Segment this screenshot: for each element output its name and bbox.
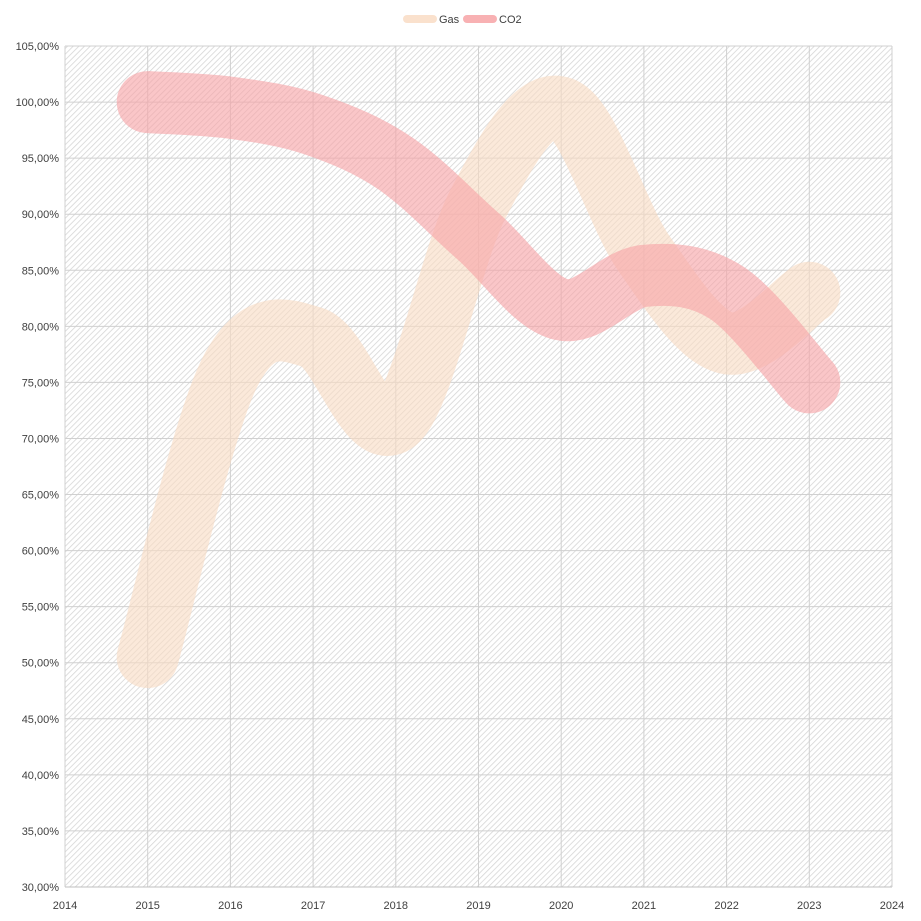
data-point-co2-2016 (229, 107, 231, 109)
x-tick-label: 2024 (880, 900, 904, 912)
data-point-gas-2022 (726, 342, 728, 344)
x-tick-label: 2023 (797, 900, 821, 912)
data-point-co2-2021 (643, 275, 645, 277)
data-point-co2-2017 (312, 123, 314, 125)
axes: 30,00% 35,00% 40,00% 45,00% 50,00% 55,00% 60,0… (16, 41, 905, 912)
legend-label-gas: Gas (439, 14, 460, 26)
series-line-co2 (116, 71, 841, 414)
data-point-co2-2023 (808, 381, 810, 383)
y-tick-label: 55,00% (22, 602, 60, 614)
y-tick-label: 60,00% (22, 546, 60, 558)
y-tick-label: 95,00% (22, 153, 60, 165)
y-tick-label: 105,00% (16, 41, 60, 53)
y-tick-label: 85,00% (22, 265, 60, 277)
data-point-co2-2018 (395, 163, 397, 165)
x-tick-label: 2020 (549, 900, 573, 912)
y-tick-label: 30,00% (22, 882, 60, 894)
y-tick-label: 35,00% (22, 826, 60, 838)
data-point-gas-2016 (229, 370, 231, 372)
y-tick-label: 50,00% (22, 658, 60, 670)
data-point-co2-2020 (560, 309, 562, 311)
data-point-gas-2023 (808, 292, 810, 294)
data-point-gas-2020 (560, 107, 562, 109)
y-tick-label: 80,00% (22, 321, 60, 333)
legend-label-co2: CO2 (499, 14, 522, 26)
series-lines (116, 71, 841, 689)
x-tick-label: 2017 (301, 900, 325, 912)
y-tick-label: 45,00% (22, 714, 60, 726)
data-point-gas-2018 (395, 421, 397, 423)
y-tick-label: 40,00% (22, 770, 60, 782)
data-point-co2-2015 (147, 101, 149, 103)
x-tick-label: 2022 (714, 900, 738, 912)
y-tick-label: 70,00% (22, 433, 60, 445)
x-tick-label: 2016 (218, 900, 242, 912)
x-tick-label: 2019 (466, 900, 490, 912)
x-tick-label: 2014 (53, 900, 77, 912)
data-point-co2-2019 (478, 236, 480, 238)
y-tick-label: 75,00% (22, 377, 60, 389)
x-tick-label: 2021 (632, 900, 656, 912)
y-tick-label: 100,00% (16, 97, 60, 109)
x-tick-label: 2015 (135, 900, 159, 912)
x-tick-label: 2018 (384, 900, 408, 912)
legend: Gas CO2 (403, 14, 522, 26)
data-point-gas-2015 (147, 656, 149, 658)
data-point-gas-2017 (312, 337, 314, 339)
y-tick-label: 90,00% (22, 209, 60, 221)
data-point-co2-2022 (726, 292, 728, 294)
y-tick-label: 65,00% (22, 490, 60, 502)
